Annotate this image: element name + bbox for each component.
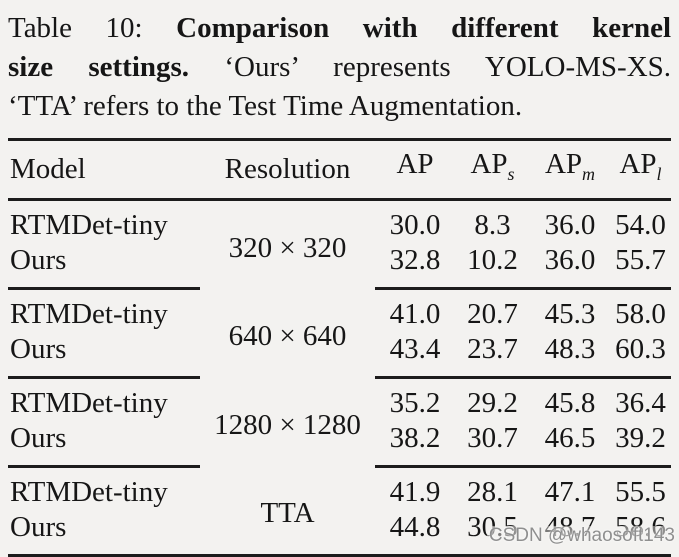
- ap-s-cell: 8.3: [474, 208, 511, 241]
- ap-m-cell: 36.0: [530, 242, 610, 290]
- caption-title-bold-part1: Comparison with different kernel: [176, 12, 672, 44]
- ap-cell: 41.0: [389, 297, 441, 330]
- table-row: RTMDet-tiny 320 × 320 30.0 8.3 36.0 54.0: [8, 199, 671, 264]
- resolution-cell: 320 × 320: [228, 231, 347, 264]
- table-caption: Table 10: Comparison with different kern…: [0, 0, 679, 126]
- ap-s-cell: 30.5: [455, 509, 530, 557]
- ap-m-cell: 46.5: [530, 420, 610, 468]
- resolution-cell: 640 × 640: [228, 319, 347, 352]
- caption-line-1: Table 10: Comparison with different kern…: [8, 9, 671, 48]
- ap-l-cell: 60.3: [610, 331, 671, 379]
- ap-m-cell: 36.0: [544, 208, 596, 241]
- ap-m-cell: 45.8: [544, 386, 596, 419]
- col-header-model: Model: [8, 139, 200, 201]
- ap-l-cell: 39.2: [610, 420, 671, 468]
- ap-cell: 44.8: [375, 509, 455, 557]
- table-row: Ours 38.2 30.7 46.5 39.2: [8, 420, 671, 468]
- caption-line-2: size settings. ‘Ours’ represents YOLO-MS…: [8, 48, 671, 87]
- ap-s-cell: 23.7: [455, 331, 530, 379]
- ap-cell: 41.9: [389, 475, 441, 508]
- ap-cell: 43.4: [375, 331, 455, 379]
- ap-s-cell: 30.7: [455, 420, 530, 468]
- ap-s-cell: 20.7: [467, 297, 518, 330]
- ap-l-cell: 55.7: [610, 242, 671, 290]
- model-cell: RTMDet-tiny: [10, 208, 168, 241]
- table-row: Ours 32.8 10.2 36.0 55.7: [8, 242, 671, 290]
- table-row: Ours 44.8 30.5 48.7 58.6: [8, 509, 671, 557]
- ap-s-cell: 28.1: [467, 475, 518, 508]
- caption-line-3: ‘TTA’ refers to the Test Time Augmentati…: [8, 87, 671, 126]
- resolution-cell: 1280 × 1280: [214, 408, 361, 441]
- ap-l-cell: 58.0: [615, 297, 666, 330]
- model-cell: Ours: [8, 331, 200, 379]
- ap-l-cell: 55.5: [615, 475, 666, 508]
- ap-m-cell: 45.3: [544, 297, 596, 330]
- model-cell: Ours: [8, 242, 200, 290]
- table-row: RTMDet-tiny TTA 41.9 28.1 47.1 55.5: [8, 466, 671, 529]
- ap-m-cell: 48.3: [530, 331, 610, 379]
- caption-tta-note: ‘TTA’ refers to the Test Time Augmentati…: [8, 90, 523, 122]
- comparison-table: Model Resolution AP APs APm APl RTMDet-t…: [8, 138, 671, 557]
- ap-s-cell: 10.2: [455, 242, 530, 290]
- caption-ours-note: ‘Ours’ represents YOLO-MS-XS.: [224, 51, 672, 83]
- ap-cell: 30.0: [389, 208, 441, 241]
- caption-table-label: Table 10:: [8, 12, 143, 44]
- table-row: Ours 43.4 23.7 48.3 60.3: [8, 331, 671, 379]
- ap-m-cell: 47.1: [544, 475, 596, 508]
- col-header-ap-m: APm: [530, 139, 610, 201]
- ap-l-cell: 58.6: [610, 509, 671, 557]
- col-header-ap: AP: [375, 139, 455, 201]
- col-header-ap-l: APl: [610, 139, 671, 201]
- watermark: CSDN @whaosoft143: [486, 525, 677, 548]
- caption-title-bold-part2: size settings.: [8, 51, 190, 83]
- model-cell: Ours: [8, 509, 200, 557]
- col-header-ap-s: APs: [455, 139, 530, 201]
- ap-m-cell: 48.7: [530, 509, 610, 557]
- header-row: Model Resolution AP APs APm APl: [8, 139, 671, 201]
- model-cell: RTMDet-tiny: [10, 386, 168, 419]
- table-row: RTMDet-tiny 1280 × 1280 35.2 29.2 45.8 3…: [8, 377, 671, 441]
- resolution-cell: TTA: [260, 497, 315, 530]
- ap-l-cell: 36.4: [615, 386, 666, 419]
- model-cell: RTMDet-tiny: [10, 297, 168, 330]
- model-cell: Ours: [8, 420, 200, 468]
- ap-cell: 35.2: [389, 386, 441, 419]
- ap-cell: 38.2: [375, 420, 455, 468]
- ap-l-cell: 54.0: [615, 208, 666, 241]
- ap-cell: 32.8: [375, 242, 455, 290]
- ap-s-cell: 29.2: [467, 386, 518, 419]
- model-cell: RTMDet-tiny: [10, 475, 168, 508]
- col-header-resolution: Resolution: [200, 139, 375, 201]
- table-row: RTMDet-tiny 640 × 640 41.0 20.7 45.3 58.…: [8, 288, 671, 352]
